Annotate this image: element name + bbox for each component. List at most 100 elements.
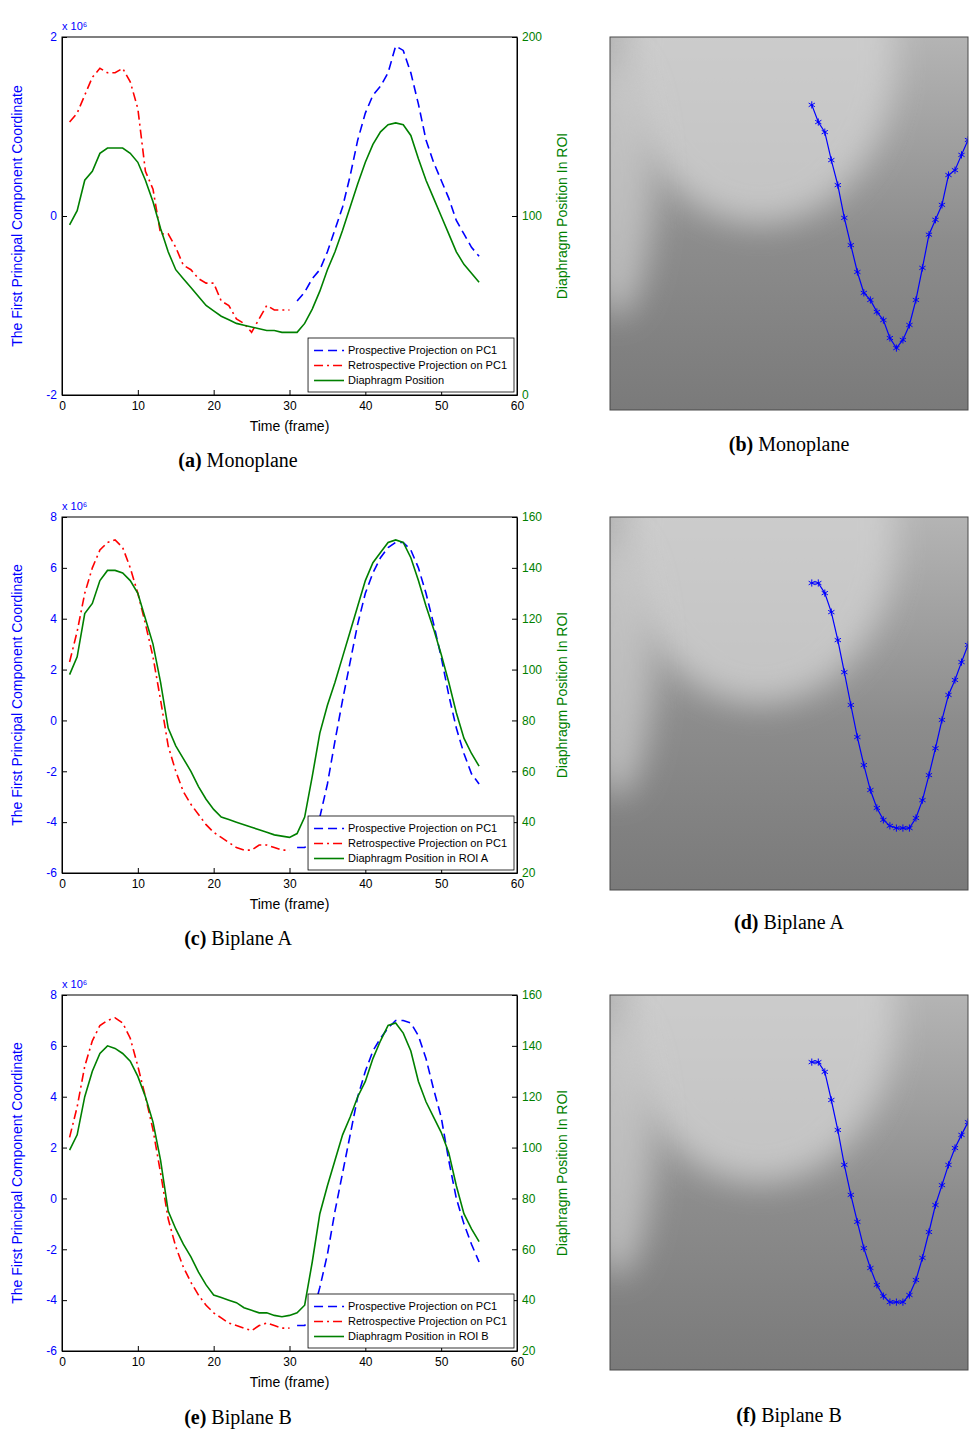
image-bright-band: [624, 517, 896, 704]
series-marker: [835, 1126, 841, 1133]
tick-mark: [62, 1198, 67, 1199]
series-layer: [70, 1018, 480, 1331]
plot-frame: [62, 517, 517, 873]
legend-swatch: [314, 380, 344, 382]
series-marker: [874, 308, 880, 315]
tick: 40: [359, 868, 373, 891]
tick-label: 0: [59, 1355, 66, 1369]
panel: (b)Monoplane: [581, 0, 971, 456]
plot-frame: [610, 37, 968, 410]
legend-label: Retrospective Projection on PC1: [348, 359, 507, 371]
series-marker: [848, 1191, 854, 1198]
series-line: [812, 1062, 968, 1302]
series-layer: [70, 540, 480, 850]
tick-mark: [512, 1198, 517, 1199]
series-marker: [867, 786, 873, 793]
tick-label: 100: [522, 663, 542, 677]
legend-label: Prospective Projection on PC1: [348, 1300, 497, 1312]
axis-multiplier: x 10⁶: [62, 500, 87, 512]
tick-label: 30: [283, 399, 297, 413]
series-marker: [880, 816, 886, 823]
tick-label: 80: [522, 714, 536, 728]
tick: 4: [50, 1090, 67, 1104]
tick-label: 120: [522, 1090, 542, 1104]
y-axis: -202: [46, 30, 67, 402]
tick-label: 6: [50, 561, 57, 575]
image-background: [610, 995, 968, 1370]
series-marker: [874, 804, 880, 811]
panel-caption: (a)Monoplane: [178, 449, 298, 472]
series-line: [70, 1023, 480, 1317]
tick-mark: [62, 670, 67, 671]
tick-mark: [138, 390, 139, 395]
series-line: [70, 540, 290, 850]
tick: 40: [512, 1293, 536, 1307]
series-line: [70, 1018, 290, 1331]
tick-mark: [290, 1346, 291, 1351]
series-marker: [841, 669, 847, 676]
tick-label: 4: [50, 1090, 57, 1104]
series-marker: [854, 1218, 860, 1225]
tick-label: 4: [50, 612, 57, 626]
series-marker: [926, 231, 932, 238]
tick: 40: [359, 390, 373, 413]
tick: 30: [283, 1346, 297, 1369]
legend-swatch: [314, 350, 344, 352]
image-bright-band: [624, 37, 896, 224]
series-line: [812, 583, 968, 828]
series-marker: [887, 822, 893, 829]
tick-mark: [62, 568, 67, 569]
series-marker: [906, 321, 912, 328]
y2-axis-title: Diaphragm Position In ROI: [554, 1090, 570, 1257]
tick-label: 8: [50, 510, 57, 524]
tick-mark: [138, 1346, 139, 1351]
series-marker: [952, 167, 958, 174]
series-marker: [900, 1299, 906, 1306]
series-marker: [822, 589, 828, 596]
series-marker: [809, 1059, 815, 1066]
image-background: [610, 517, 968, 890]
tick-label: 30: [283, 1355, 297, 1369]
tick-mark: [512, 771, 517, 772]
series-marker: [815, 1059, 821, 1066]
tick: 6: [50, 1039, 67, 1053]
tick-label: 30: [283, 877, 297, 891]
tick-mark: [62, 1249, 67, 1250]
series-marker: [932, 216, 938, 223]
series-line: [70, 540, 480, 838]
series-marker: [958, 1131, 964, 1138]
legend-label: Retrospective Projection on PC1: [348, 837, 507, 849]
tick: 60: [512, 1243, 536, 1257]
axis-multiplier: x 10⁶: [62, 20, 87, 32]
tick-label: 20: [522, 866, 536, 880]
series-marker: [822, 129, 828, 136]
tick-label: 60: [522, 1243, 536, 1257]
x-axis: 0102030405060: [59, 390, 524, 413]
x-axis: 0102030405060: [59, 1346, 524, 1369]
image-bright-band: [610, 536, 653, 797]
legend: Prospective Projection on PC1Retrospecti…: [308, 1294, 514, 1348]
tick: 0: [50, 209, 67, 223]
y2-axis-title: Diaphragm Position In ROI: [554, 133, 570, 300]
tick-mark: [62, 720, 67, 721]
tick: 20: [207, 868, 221, 891]
series-marker: [939, 716, 945, 723]
series-marker: [874, 1281, 880, 1288]
series-marker: [926, 772, 932, 779]
tick-label: 40: [359, 1355, 373, 1369]
series-line: [297, 1020, 479, 1325]
series-layer: [809, 1059, 968, 1306]
y2-axis-title: Diaphragm Position In ROI: [554, 612, 570, 779]
legend-label: Diaphragm Position in ROI B: [348, 1330, 489, 1342]
tick-label: 0: [59, 877, 66, 891]
panel-caption: (e)Biplane B: [184, 1406, 292, 1429]
series-line: [70, 123, 480, 332]
tick-label: -2: [46, 1243, 57, 1257]
panel: 0102030405060-6-4-2024682040608010012014…: [9, 978, 570, 1429]
series-marker: [906, 824, 912, 831]
series-marker: [861, 289, 867, 296]
legend-swatch: [314, 858, 344, 860]
tick-label: 160: [522, 988, 542, 1002]
series-marker: [919, 797, 925, 804]
tick-label: 40: [522, 815, 536, 829]
